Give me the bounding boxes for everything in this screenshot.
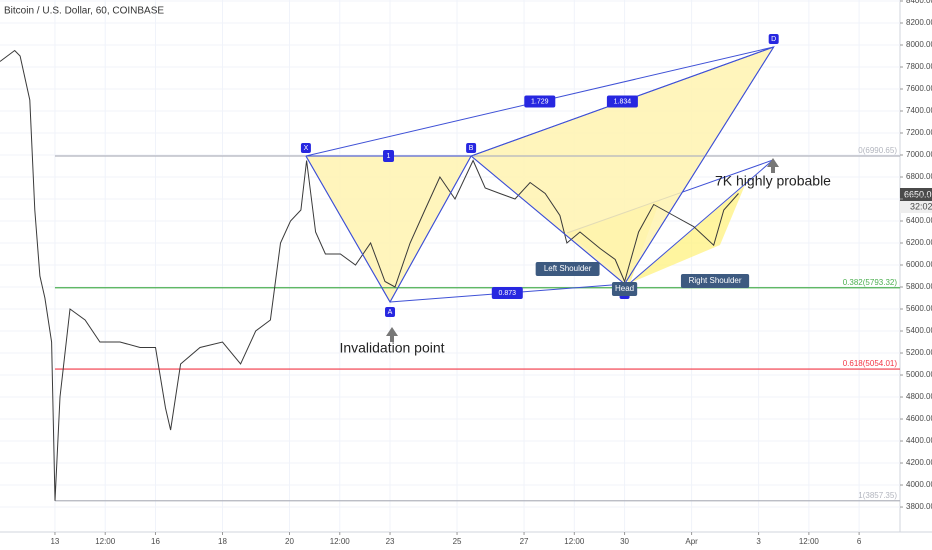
pattern-edge <box>624 46 775 285</box>
x-tick-label: 6 <box>857 537 862 546</box>
shoulder-box <box>680 273 750 288</box>
y-tick-label: 5200.00 <box>906 348 932 357</box>
last-price: 6650.01 <box>904 189 932 199</box>
pattern-edge <box>389 155 472 303</box>
arrow <box>386 327 398 342</box>
point-box <box>466 142 477 153</box>
y-tick-label: 5600.00 <box>906 304 932 313</box>
y-tick-label: 8200.00 <box>906 18 932 27</box>
x-tick-label: 12:00 <box>564 537 585 546</box>
x-tick-label: 3 <box>756 537 761 546</box>
point-label: D <box>771 36 776 43</box>
fib-label: 0(6990.65) <box>858 146 897 155</box>
y-tick-label: 4400.00 <box>906 436 932 445</box>
annotation: 7K highly probable <box>715 173 831 189</box>
y-tick-label: 6800.00 <box>906 172 932 181</box>
x-tick-label: 16 <box>151 537 160 546</box>
y-tick-label: 4000.00 <box>906 480 932 489</box>
shoulder-label: Head <box>615 284 634 293</box>
price-line <box>0 49 739 501</box>
ratio-box <box>606 95 638 108</box>
fib-label: 1(3857.35) <box>858 491 897 500</box>
plot: 0(6990.65) 0.382(5793.32) 0.618(5054.01) 1(… <box>0 33 900 502</box>
y-tick-label: 6400.00 <box>906 216 932 225</box>
x-tick-label: 23 <box>386 537 395 546</box>
y-tick-label: 7400.00 <box>906 106 932 115</box>
ratio-box <box>491 287 523 300</box>
x-tick-label: 20 <box>285 537 294 546</box>
x-tick-label: 12:00 <box>330 537 351 546</box>
point-box <box>300 142 311 153</box>
y-tick-label: 6000.00 <box>906 260 932 269</box>
shoulder-label: Right Shoulder <box>689 276 742 285</box>
countdown: 32:02 <box>910 201 932 211</box>
shoulder-box <box>611 282 638 297</box>
y-tick-label: 4800.00 <box>906 392 932 401</box>
point-label: A <box>388 309 393 316</box>
arrow <box>767 158 779 173</box>
x-tick-label: 18 <box>218 537 227 546</box>
x-tick-label: 12:00 <box>799 537 820 546</box>
shoulder-label: Left Shoulder <box>544 264 592 273</box>
ratio-label: 1 <box>387 153 391 160</box>
y-tick-label: 4600.00 <box>906 414 932 423</box>
y-tick-label: 5800.00 <box>906 282 932 291</box>
x-tick-label: Apr <box>685 537 698 546</box>
x-tick-label: 25 <box>453 537 462 546</box>
y-tick-label: 5000.00 <box>906 370 932 379</box>
point-box <box>768 33 779 44</box>
y-tick-label: 8000.00 <box>906 40 932 49</box>
y-tick-label: 8400.00 <box>906 0 932 5</box>
y-tick-label: 7200.00 <box>906 128 932 137</box>
x-tick-label: 27 <box>520 537 529 546</box>
y-tick-label: 3800.00 <box>906 502 932 511</box>
fib-label: 0.618(5054.01) <box>843 359 898 368</box>
point-box <box>385 306 396 317</box>
ratio-box <box>383 149 395 162</box>
ratio-label: 0.873 <box>499 290 517 297</box>
countdown-box <box>900 201 932 213</box>
y-tick-label: 4200.00 <box>906 458 932 467</box>
y-tick-label: 6200.00 <box>906 238 932 247</box>
x-tick-label: 12:00 <box>95 537 116 546</box>
y-tick-label: 7000.00 <box>906 150 932 159</box>
annotation: Invalidation point <box>339 340 444 356</box>
x-tick-label: 30 <box>620 537 629 546</box>
ratio-label: 1.834 <box>614 98 632 105</box>
shoulder-box <box>535 261 600 276</box>
y-tick-label: 7800.00 <box>906 62 932 71</box>
last-price-box <box>900 188 932 201</box>
pattern-edge <box>305 155 391 303</box>
y-tick-label: 7600.00 <box>906 84 932 93</box>
ratio-label: 1.729 <box>531 98 549 105</box>
chart-title: Bitcoin / U.S. Dollar, 60, COINBASE <box>4 6 164 17</box>
y-tick-label: 6600.00 <box>906 194 932 203</box>
ratio-box <box>524 95 556 108</box>
fib-label: 0.382(5793.32) <box>843 278 898 287</box>
x-tick-label: 13 <box>50 537 59 546</box>
y-tick-label: 5400.00 <box>906 326 932 335</box>
point-label: B <box>469 145 474 152</box>
hs-line <box>629 159 774 284</box>
point-label: X <box>304 145 309 152</box>
